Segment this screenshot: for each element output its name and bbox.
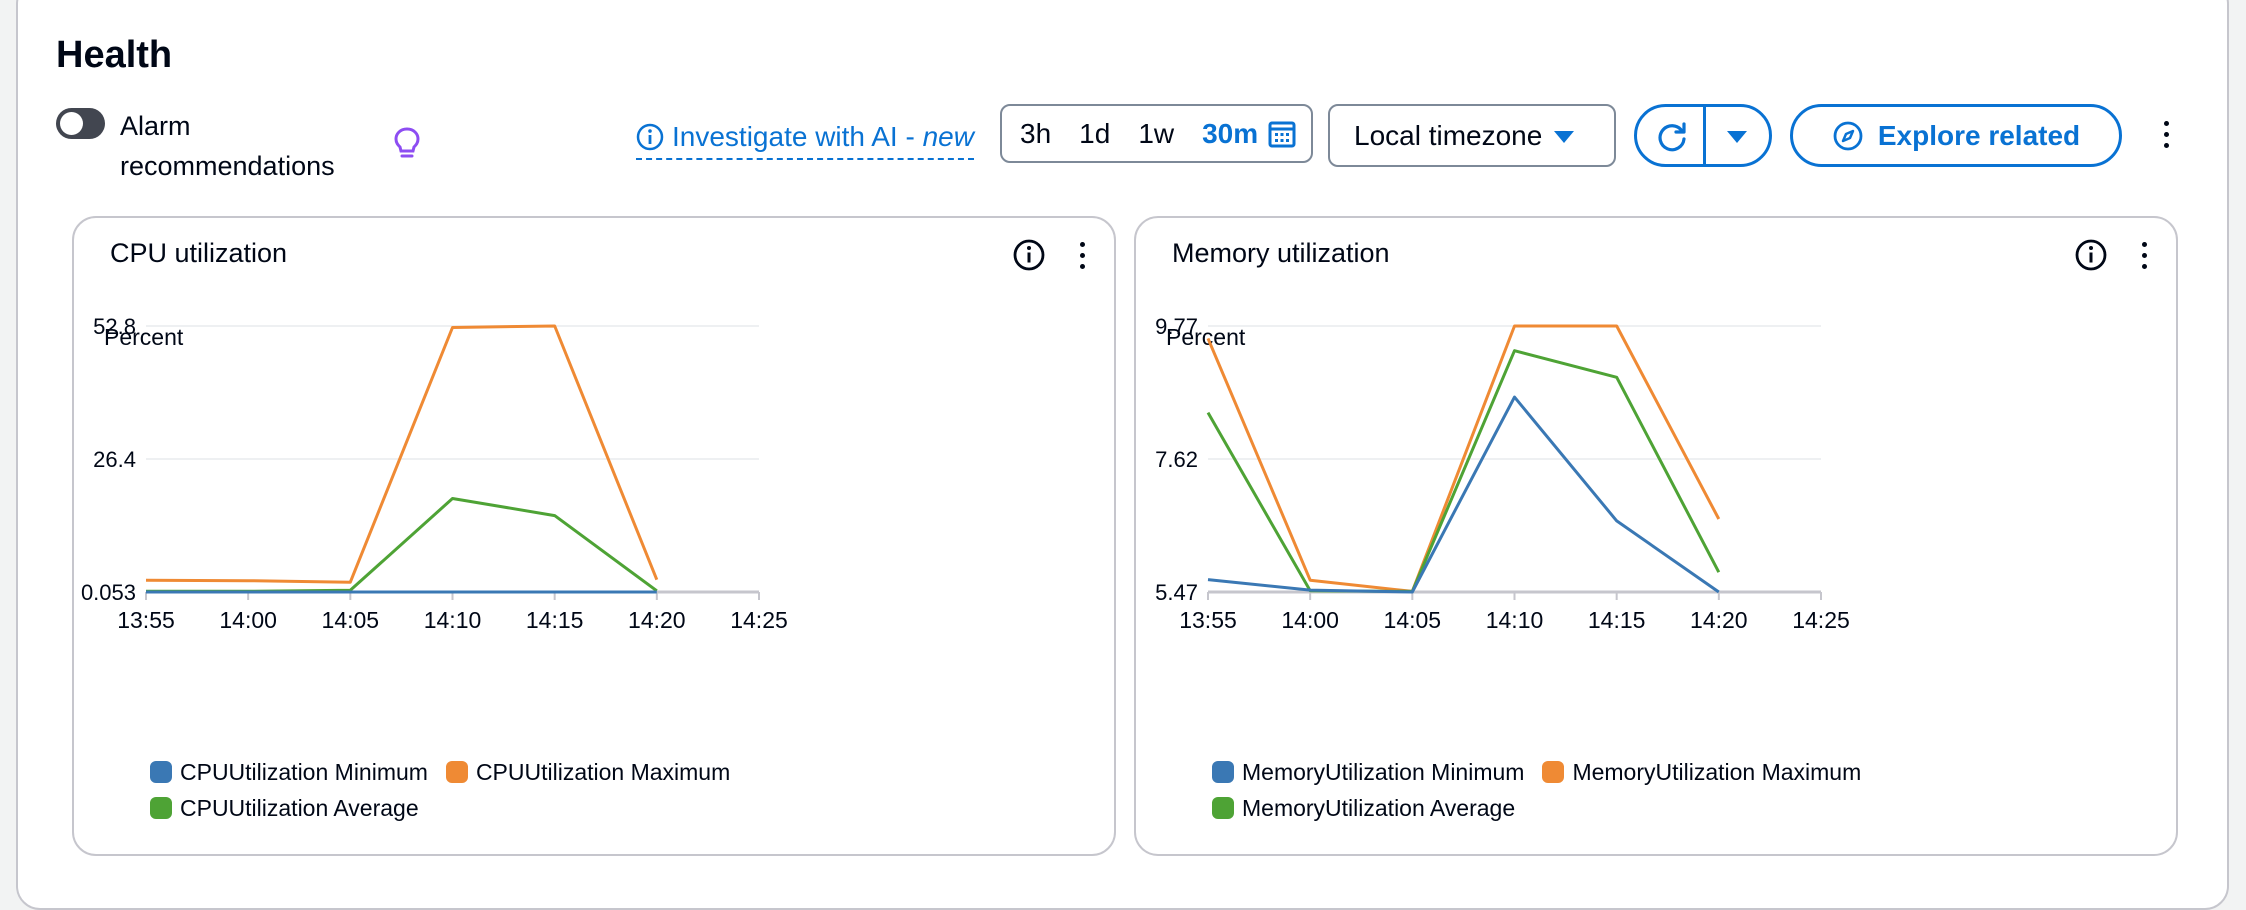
legend-label: CPUUtilization Maximum [475,758,731,785]
y-axis-unit: Percent [1166,324,1246,350]
refresh-button-group [1634,104,1772,167]
legend-label: MemoryUtilization Maximum [1572,758,1862,785]
info-icon[interactable] [2074,238,2108,272]
info-icon [636,123,664,151]
compass-icon [1833,121,1863,150]
y-tick-label: 52.8 [93,314,136,339]
caret-down-icon [1554,131,1574,143]
series-line-memoryutilization-minimum [1207,395,1720,594]
x-tick-label: 13:55 [1179,607,1237,633]
x-tick-label: 14:05 [322,607,380,633]
x-tick-label: 14:20 [1690,607,1748,633]
info-icon[interactable] [1012,238,1046,272]
legend-item[interactable]: CPUUtilization Maximum [445,758,731,786]
legend-label: CPUUtilization Average [180,794,419,821]
legend-swatch [1212,797,1234,819]
y-tick-label: 5.47 [1155,580,1198,605]
calendar-icon[interactable] [1268,120,1296,148]
widget-title: CPU utilization [110,238,288,268]
legend-swatch [445,761,468,783]
investigate-label: Investigate with AI - [672,121,923,152]
alarm-recommendations-toggle[interactable] [56,108,105,139]
series-line-memoryutilization-maximum [1206,324,1721,593]
legend-label: CPUUtilization Minimum [180,758,428,785]
range-1w[interactable]: 1w [1138,117,1175,149]
legend-swatch [1212,761,1234,783]
x-tick-label: 14:05 [1384,607,1442,633]
x-tick-label: 14:00 [1281,607,1339,633]
y-tick-label: 7.62 [1155,447,1198,472]
widget-title: Memory utilization [1172,238,1390,268]
legend-label: MemoryUtilization Average [1242,794,1516,821]
x-tick-label: 14:10 [1486,607,1544,633]
y-tick-label: 26.4 [93,447,136,472]
x-tick-label: 14:20 [628,607,686,633]
x-tick-label: 14:25 [730,607,788,633]
x-tick-label: 14:00 [219,607,277,633]
more-vertical-icon[interactable] [2162,121,2170,153]
y-axis-unit: Percent [104,324,184,350]
timezone-value: Local timezone [1354,119,1543,151]
legend-item[interactable]: CPUUtilization Minimum [150,758,428,786]
x-tick-label: 14:10 [424,607,482,633]
page-title: Health [56,34,173,76]
investigate-with-ai-link[interactable]: Investigate with AI - new [636,118,974,160]
chart-legend: CPUUtilization Minimum CPUUtilization Max… [150,758,870,822]
refresh-divider [1703,107,1706,164]
new-badge: new [922,121,974,152]
legend-item[interactable]: MemoryUtilization Maximum [1542,758,1861,786]
legend-item[interactable]: CPUUtilization Average [150,794,419,822]
explore-related-label: Explore related [1877,119,2081,151]
lightbulb-icon[interactable] [392,126,422,162]
cpu-utilization-widget: CPU utilization Percent 52.8 26.4 0.053 13:… [72,216,1116,856]
chart-legend: MemoryUtilization Minimum MemoryUtilizati… [1212,758,1932,822]
x-tick-label: 14:15 [1588,607,1646,633]
legend-item[interactable]: MemoryUtilization Minimum [1212,758,1524,786]
series-line-cpuutilization-average [146,497,658,593]
legend-label: MemoryUtilization Minimum [1242,758,1525,785]
memory-utilization-widget: Memory utilization Percent 9.77 7.62 5.47 1… [1134,216,2178,856]
legend-swatch [1542,761,1565,783]
timezone-select[interactable]: Local timezone [1328,104,1616,167]
refresh-icon[interactable] [1655,120,1689,154]
x-tick-label: 13:55 [117,607,175,633]
legend-item[interactable]: MemoryUtilization Average [1212,794,1515,822]
time-range-selector: 3h 1d 1w 30m [1000,104,1313,163]
alarm-recommendations-label: Alarm recommendations [120,111,335,181]
range-3h[interactable]: 3h [1020,117,1052,149]
legend-swatch [150,761,172,783]
range-30m[interactable]: 30m [1202,117,1259,149]
more-vertical-icon[interactable] [2140,242,2148,274]
x-tick-label: 14:15 [526,607,584,633]
range-1d[interactable]: 1d [1079,117,1111,149]
caret-down-icon[interactable] [1725,128,1749,146]
legend-swatch [150,797,172,819]
y-tick-label: 9.77 [1155,314,1198,339]
series-line-memoryutilization-average [1206,349,1721,593]
explore-related-button[interactable]: Explore related [1790,104,2122,167]
y-tick-label: 0.053 [81,580,136,605]
x-tick-label: 14:25 [1792,607,1850,633]
toggle-knob [60,112,83,135]
more-vertical-icon[interactable] [1078,242,1086,274]
series-line-cpuutilization-maximum [145,324,659,584]
